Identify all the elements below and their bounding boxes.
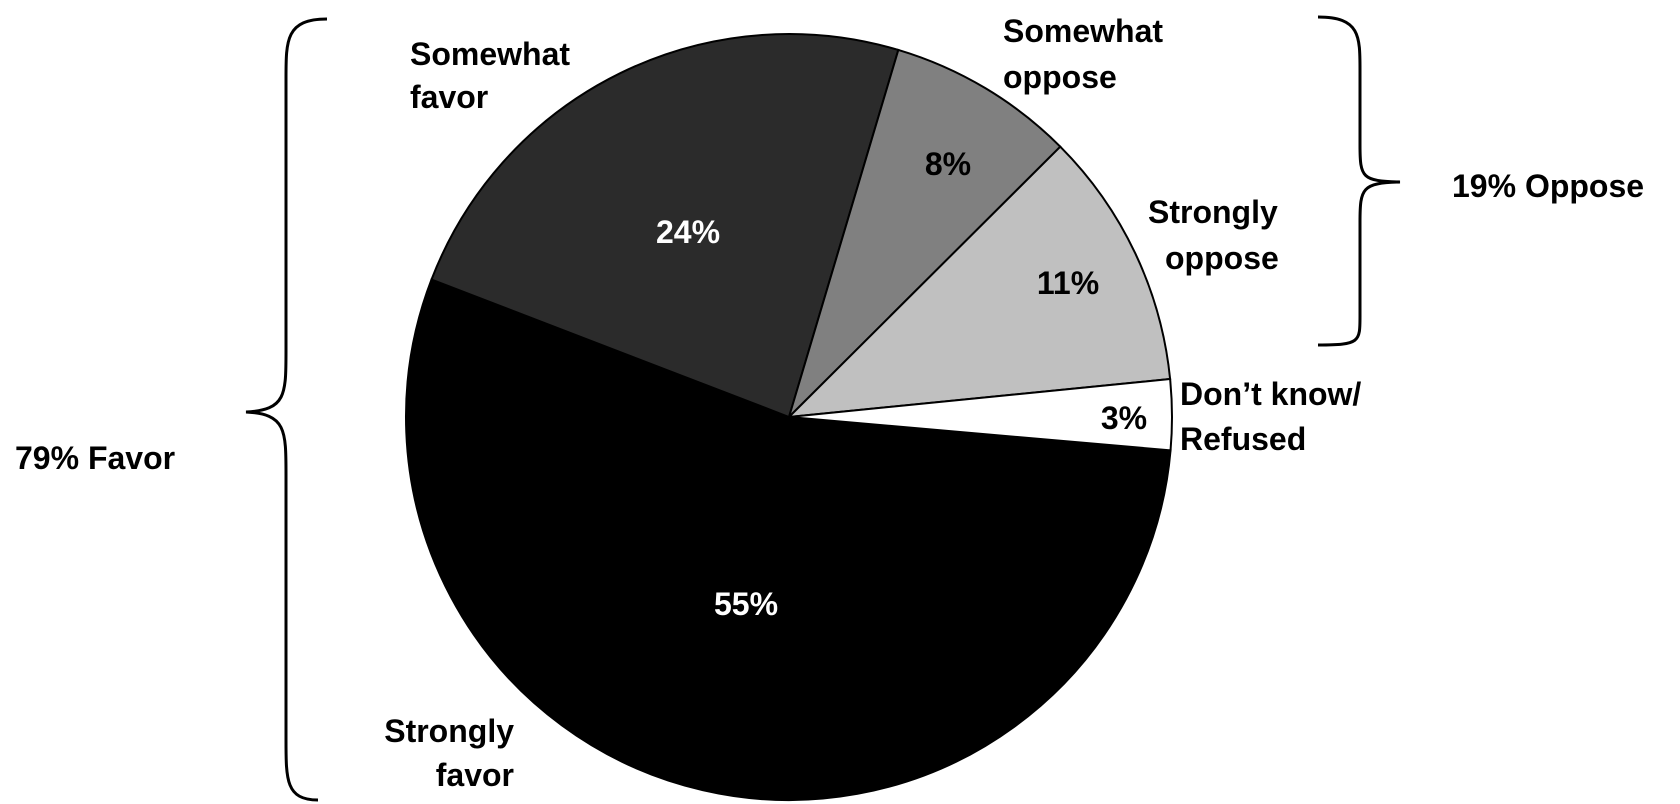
category-label-dont-know-refused: Don’t know/ [1180, 376, 1361, 412]
category-label-strongly-oppose: Strongly [1148, 194, 1278, 230]
value-label-strongly-favor: 55% [714, 586, 778, 622]
pie-slice-strongly-oppose [786, 145, 1172, 419]
pie-slice-strongly-favor [405, 278, 1172, 801]
category-label-somewhat-favor: favor [410, 79, 488, 115]
oppose-group-label: 19% Oppose [1452, 168, 1644, 204]
value-label-strongly-oppose: 11% [1037, 265, 1099, 301]
category-label-strongly-favor: favor [436, 757, 514, 793]
pie-slice-don-t-know-refused [788, 377, 1173, 452]
category-label-somewhat-favor: Somewhat [410, 36, 570, 72]
category-label-strongly-oppose: oppose [1165, 240, 1279, 276]
pie-slice-somewhat-oppose [788, 48, 1062, 418]
favor-group-brace [245, 17, 328, 802]
category-label-strongly-favor: Strongly [384, 713, 514, 749]
value-label-dont-know-refused: 3% [1101, 400, 1147, 436]
pie-slice-somewhat-favor [430, 32, 900, 419]
category-label-somewhat-oppose: Somewhat [1003, 13, 1163, 49]
favor-group-label: 79% Favor [15, 440, 175, 476]
value-label-somewhat-favor: 24% [656, 214, 720, 250]
category-label-dont-know-refused: Refused [1180, 421, 1306, 457]
oppose-group-brace [1317, 15, 1401, 347]
value-label-somewhat-oppose: 8% [925, 146, 971, 182]
category-label-somewhat-oppose: oppose [1003, 59, 1117, 95]
